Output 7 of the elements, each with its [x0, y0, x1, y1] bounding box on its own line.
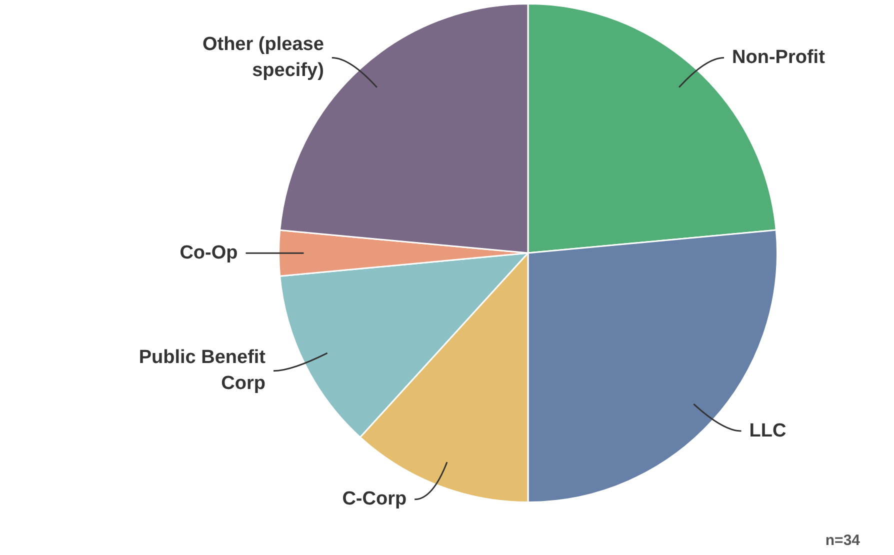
slice-label: Co-Op: [180, 242, 238, 264]
text: n=34: [825, 532, 861, 549]
slice-label: Public Benefit Corp: [138, 347, 266, 394]
slice-label: Other (please specify): [202, 34, 324, 82]
slice-label: Non-Profit: [732, 46, 826, 68]
slice-label: LLC: [749, 420, 786, 442]
slice-label: C-Corp: [342, 488, 407, 510]
